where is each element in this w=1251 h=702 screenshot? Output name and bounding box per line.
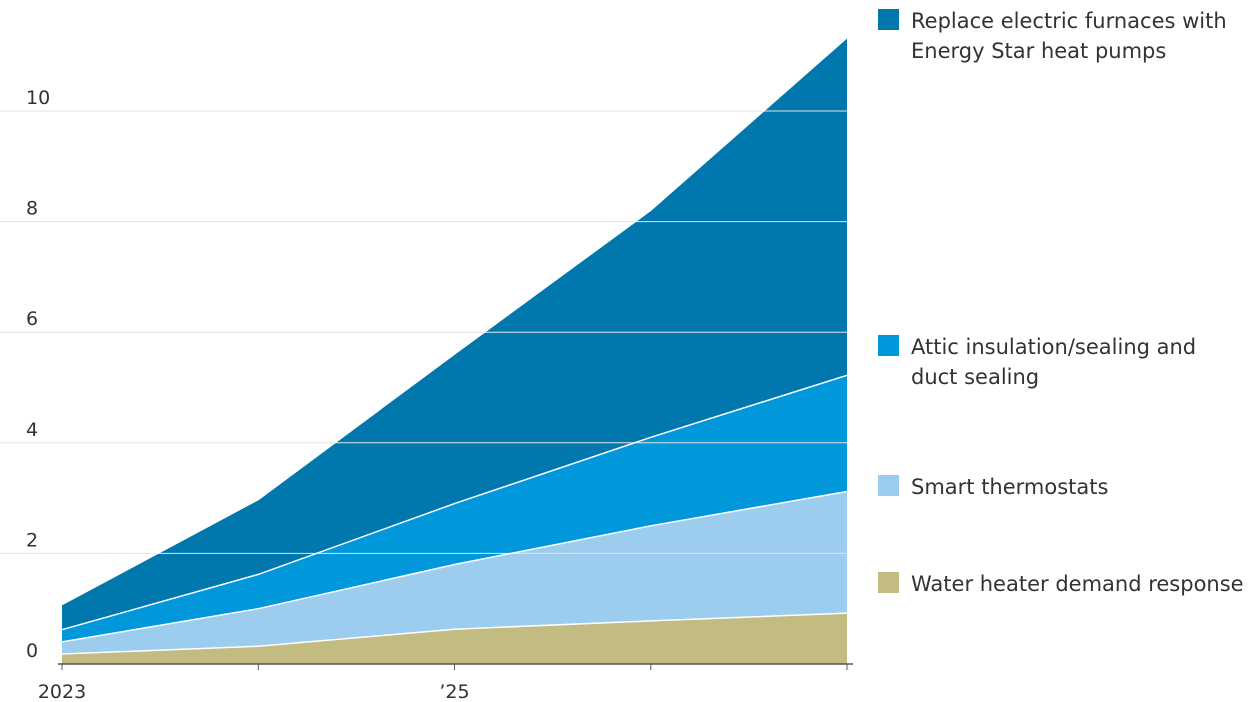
legend-item-heat-pumps: Replace electric furnaces with Energy St… [878, 6, 1248, 66]
y-tick-label: 4 [26, 419, 38, 441]
area-water-heater-demand-response [62, 613, 847, 664]
x-tick-label: 2023 [38, 681, 86, 702]
y-tick-labels: 0 2 4 6 8 10 [26, 87, 50, 662]
y-tick-label: 2 [26, 529, 38, 551]
x-tick-labels: 2023 ’25 [38, 681, 470, 702]
boundary-attic-insulation-sealing-and-duct-sealing [61, 374, 848, 631]
x-tick-label: ’25 [439, 681, 469, 702]
series-boundaries [61, 37, 848, 655]
area-attic-insulation-sealing-and-duct-sealing [62, 375, 847, 642]
area-layers [62, 38, 847, 664]
legend-label-heat-pumps: Replace electric furnaces with Energy St… [911, 9, 1227, 63]
y-tick-label: 0 [26, 640, 38, 662]
legend-label-smart-thermostats: Smart thermostats [911, 475, 1109, 499]
legend-label-water-heater: Water heater demand response [911, 572, 1244, 596]
boundary-smart-thermostats [61, 490, 848, 643]
x-axis [58, 663, 853, 670]
boundary-replace-electric-furnaces-with-energy-star-heat-pumps [61, 37, 848, 606]
legend-item-water-heater: Water heater demand response [878, 569, 1248, 599]
y-tick-label: 10 [26, 87, 50, 109]
area-smart-thermostats [62, 491, 847, 654]
legend-swatch-attic-insulation [878, 335, 899, 356]
gridlines [0, 110, 847, 554]
legend-swatch-water-heater [878, 572, 899, 593]
legend-item-smart-thermostats: Smart thermostats [878, 472, 1248, 502]
area-replace-electric-furnaces-with-energy-star-heat-pumps [62, 38, 847, 630]
y-tick-label: 8 [26, 198, 38, 220]
boundary-water-heater-demand-response [61, 612, 848, 655]
legend-item-attic-insulation: Attic insulation/sealing and duct sealin… [878, 332, 1248, 392]
legend-swatch-smart-thermostats [878, 475, 899, 496]
y-tick-label: 6 [26, 308, 38, 330]
legend-label-attic-insulation: Attic insulation/sealing and duct sealin… [911, 335, 1197, 389]
legend-swatch-heat-pumps [878, 9, 899, 30]
